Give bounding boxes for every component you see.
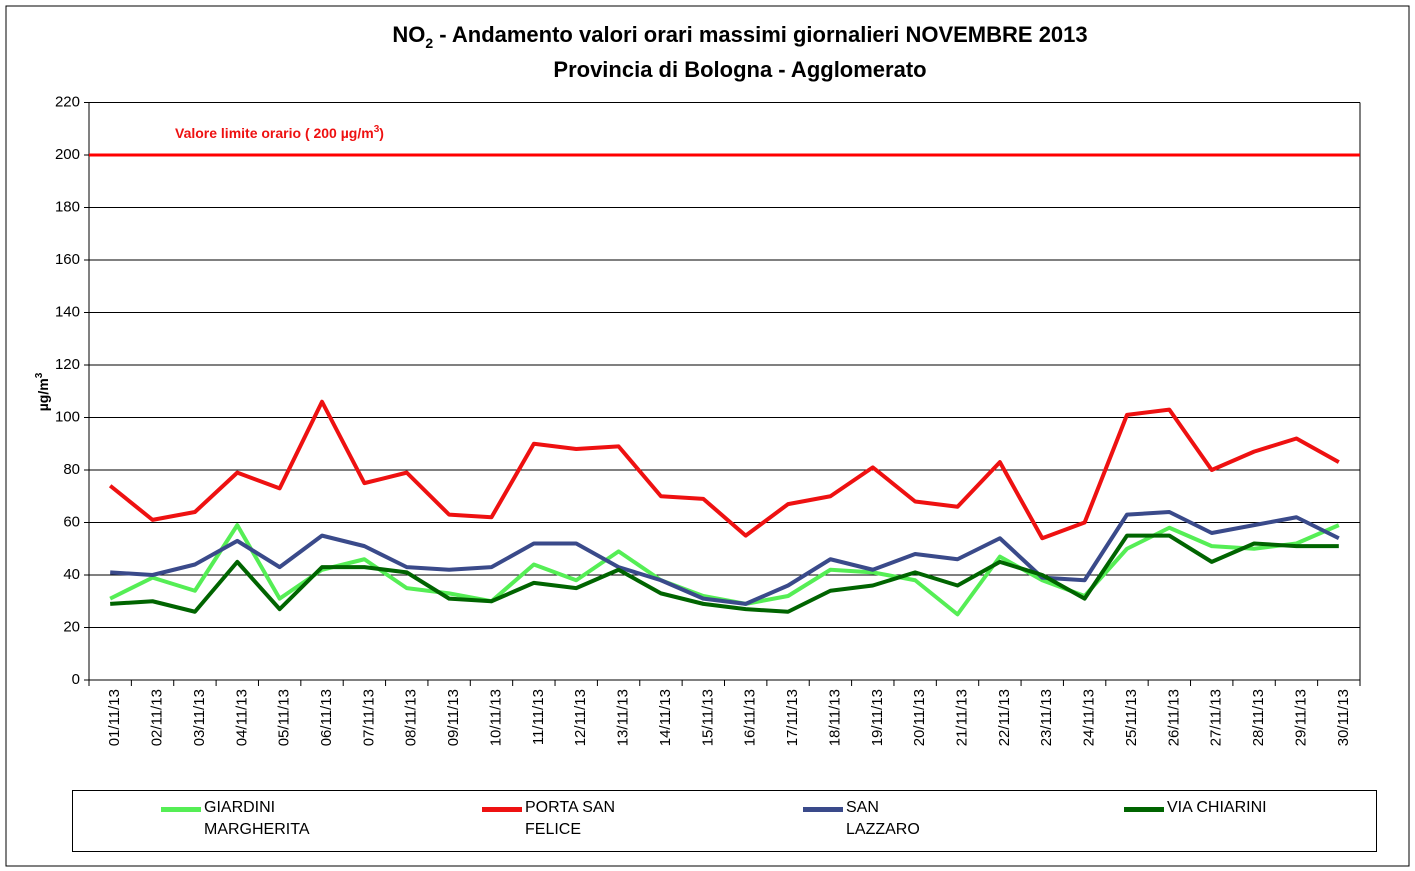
- x-tick-label: 14/11/13: [657, 689, 674, 746]
- y-tick-label: 20: [63, 618, 80, 635]
- legend: GIARDINI MARGHERITA PORTA SAN FELICE SAN L…: [72, 790, 1377, 852]
- chart-title: NO2 - Andamento valori orari massimi gio…: [392, 22, 1087, 51]
- y-tick-label: 220: [55, 93, 80, 110]
- title-part: NO: [392, 22, 425, 47]
- x-tick-label: 01/11/13: [106, 689, 123, 746]
- y-tick-label: 80: [63, 461, 80, 478]
- x-tick-label: 26/11/13: [1165, 689, 1182, 746]
- y-tick-label: 180: [55, 198, 80, 215]
- x-tick-label: 11/11/13: [530, 689, 547, 745]
- x-tick-label: 28/11/13: [1250, 689, 1267, 746]
- x-tick-label: 03/11/13: [191, 689, 208, 746]
- y-tick-label: 160: [55, 251, 80, 268]
- legend-swatch: [1124, 807, 1164, 812]
- legend-swatch: [482, 807, 522, 812]
- legend-label: PORTA SAN FELICE: [525, 799, 616, 838]
- x-tick-label: 07/11/13: [360, 689, 377, 746]
- x-tick-label: 20/11/13: [911, 689, 928, 746]
- chart-subtitle: Provincia di Bologna - Agglomerato: [553, 57, 926, 82]
- x-tick-label: 17/11/13: [784, 689, 801, 746]
- x-tick-label: 12/11/13: [572, 689, 589, 746]
- x-tick-label: 04/11/13: [233, 689, 250, 746]
- x-tick-label: 19/11/13: [869, 689, 886, 746]
- y-tick-label: 200: [55, 146, 80, 163]
- x-tick-label: 29/11/13: [1292, 689, 1309, 746]
- x-tick-label: 24/11/13: [1081, 689, 1098, 746]
- y-tick-label: 0: [72, 671, 80, 688]
- y-tick-label: 140: [55, 303, 80, 320]
- x-tick-label: 30/11/13: [1335, 689, 1352, 746]
- annotation-sup: 3: [374, 124, 380, 135]
- y-tick-label: 120: [55, 356, 80, 373]
- y-tick-label: 40: [63, 566, 80, 583]
- x-tick-label: 23/11/13: [1038, 689, 1055, 746]
- series-line: [110, 533, 1339, 614]
- series-line: [110, 510, 1340, 606]
- series-line: [108, 399, 1340, 541]
- limit-annotation: Valore limite orario ( 200 µg/m3): [175, 124, 384, 141]
- annotation-part: ): [379, 125, 384, 141]
- y-label-part: µg/m: [35, 378, 51, 411]
- legend-label: VIA CHIARINI: [1167, 799, 1267, 816]
- legend-swatch: [161, 807, 201, 812]
- legend-label: GIARDINI MARGHERITA: [204, 799, 310, 838]
- chart-border: [5, 5, 1410, 867]
- x-tick-label: 08/11/13: [403, 689, 420, 746]
- x-tick-label: 06/11/13: [318, 689, 335, 746]
- x-tick-label: 15/11/13: [699, 689, 716, 746]
- x-tick-label: 18/11/13: [826, 689, 843, 746]
- x-tick-label: 09/11/13: [445, 689, 462, 746]
- title-sub: 2: [425, 35, 433, 51]
- x-tick-label: 02/11/13: [149, 689, 166, 746]
- title-part: - Andamento valori orari massimi giornal…: [433, 22, 1088, 47]
- x-tick-label: 16/11/13: [742, 689, 759, 746]
- x-tick-label: 21/11/13: [953, 689, 970, 746]
- x-tick-label: 13/11/13: [615, 689, 632, 746]
- x-tick-label: 10/11/13: [487, 689, 504, 746]
- y-axis-label: µg/m3: [34, 372, 51, 411]
- annotation-part: Valore limite orario ( 200 µg/m: [175, 125, 374, 141]
- x-tick-label: 05/11/13: [276, 689, 293, 746]
- y-tick-label: 100: [55, 408, 80, 425]
- x-tick-label: 27/11/13: [1208, 689, 1225, 746]
- x-tick-label: 25/11/13: [1123, 689, 1140, 746]
- y-tick-label: 60: [63, 513, 80, 530]
- y-label-sup: 3: [34, 372, 45, 378]
- x-tick-label: 22/11/13: [996, 689, 1013, 746]
- legend-label: SAN LAZZARO: [846, 799, 920, 838]
- legend-swatch: [803, 807, 843, 812]
